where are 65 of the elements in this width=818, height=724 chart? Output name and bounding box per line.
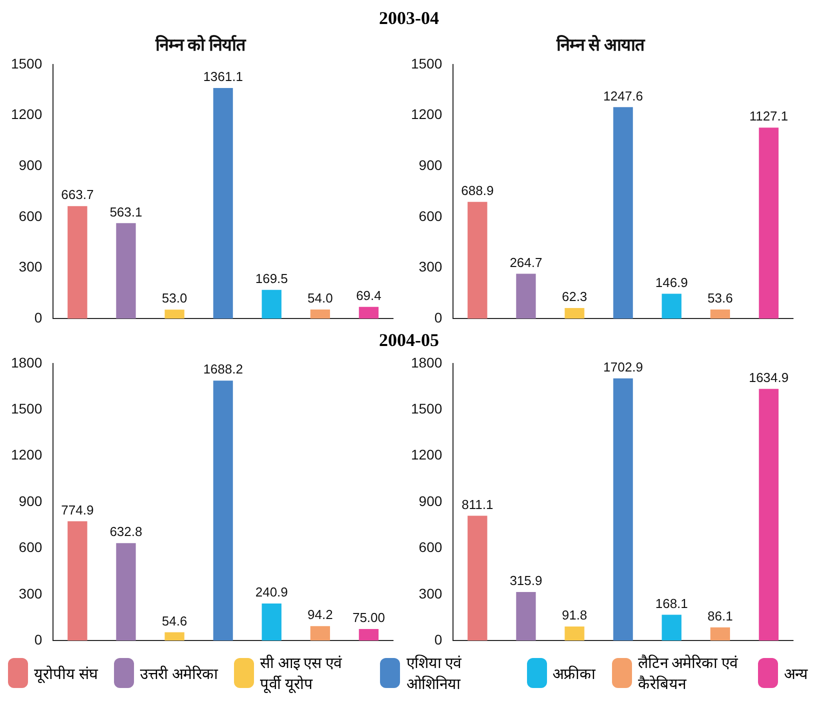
y-tick-label: 0 — [434, 631, 442, 648]
data-label: 1247.6 — [603, 88, 643, 104]
data-label: 688.9 — [461, 182, 494, 198]
y-tick-label: 0 — [434, 309, 442, 326]
chart-title: निम्न को निर्यात — [154, 34, 247, 55]
data-label: 811.1 — [462, 496, 494, 512]
y-tick-label: 900 — [18, 492, 42, 509]
data-label: 315.9 — [510, 573, 542, 588]
y-tick-label: 1500 — [10, 55, 42, 72]
legend-label: उत्तरी अमेरिका — [140, 664, 218, 684]
data-label: 774.9 — [61, 502, 94, 518]
y-tick-label: 1200 — [410, 446, 442, 463]
y-tick-label: 1800 — [410, 354, 442, 370]
y-tick-label: 600 — [418, 208, 442, 224]
data-label: 1702.9 — [603, 359, 643, 374]
data-label: 1127.1 — [749, 108, 788, 124]
y-tick-label: 300 — [418, 585, 442, 602]
data-label: 632.8 — [110, 524, 142, 540]
data-label: 86.1 — [708, 608, 733, 624]
data-label: 53.0 — [162, 290, 188, 306]
legend-label: अफ्रीका — [552, 664, 596, 684]
data-label: 91.8 — [562, 608, 588, 623]
y-tick-label: 900 — [18, 156, 42, 173]
data-label: 53.6 — [708, 290, 733, 306]
legend-label: एशिया एवं ओशिनिया — [406, 654, 462, 694]
data-label: 240.9 — [255, 584, 288, 600]
y-tick-label: 0 — [34, 309, 42, 326]
y-tick-label: 1500 — [410, 400, 442, 416]
y-tick-label: 1500 — [410, 55, 442, 72]
legend-label: सी आइ एस एवं पूर्वी यूरोप — [260, 654, 343, 694]
data-label: 1361.1 — [203, 69, 243, 84]
text: 2004-05 — [379, 330, 439, 350]
data-label: 75.00 — [352, 610, 385, 626]
data-label: 168.1 — [655, 596, 688, 611]
y-tick-label: 1200 — [10, 106, 42, 122]
text: 2003-04 — [379, 8, 439, 28]
y-tick-label: 1200 — [10, 446, 42, 463]
data-label: 563.1 — [110, 204, 142, 220]
data-label: 54.6 — [162, 613, 188, 628]
data-label: 62.3 — [562, 289, 588, 304]
legend-label: अन्य — [784, 666, 808, 684]
y-tick-label: 300 — [18, 258, 42, 275]
y-tick-label: 600 — [18, 539, 42, 556]
data-label: 1688.2 — [203, 362, 243, 377]
y-tick-label: 300 — [418, 258, 442, 275]
y-tick-label: 1800 — [10, 354, 42, 370]
data-label: 264.7 — [510, 254, 542, 270]
data-label: 663.7 — [61, 187, 94, 202]
data-label: 94.2 — [308, 607, 333, 622]
data-label: 169.5 — [255, 270, 288, 286]
data-label: 54.0 — [308, 290, 333, 306]
y-tick-label: 900 — [418, 492, 442, 509]
y-tick-label: 0 — [34, 631, 42, 648]
y-tick-label: 600 — [418, 539, 442, 556]
y-tick-label: 1500 — [10, 400, 42, 416]
data-label: 1634.9 — [748, 370, 789, 385]
data-label: 69.4 — [356, 288, 382, 303]
data-label: 146.9 — [655, 274, 688, 290]
y-tick-label: 1200 — [410, 106, 442, 122]
legend-label: लैटिन अमेरिका एवं कैरेबियन — [638, 654, 739, 694]
y-tick-label: 600 — [18, 208, 42, 224]
chart-title: निम्न से आयात — [555, 34, 646, 55]
legend-label: यूरोपीय संघ — [34, 664, 98, 684]
y-tick-label: 300 — [18, 585, 42, 602]
y-tick-label: 900 — [418, 156, 442, 173]
